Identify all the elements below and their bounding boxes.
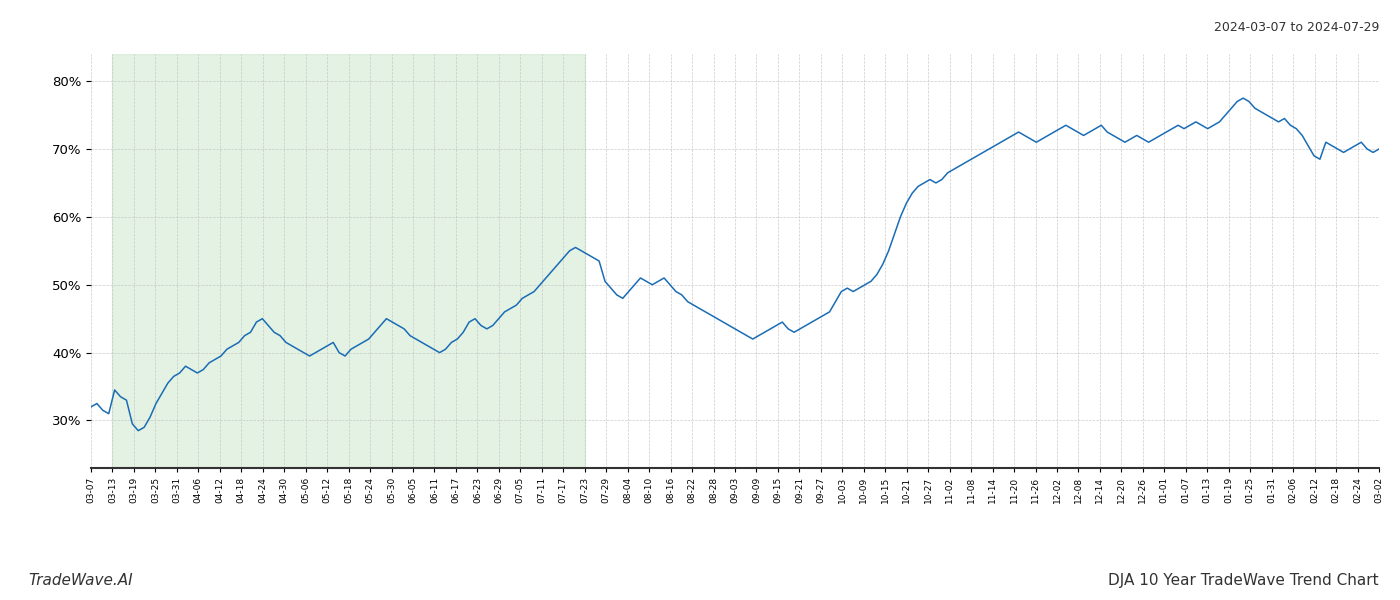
Text: DJA 10 Year TradeWave Trend Chart: DJA 10 Year TradeWave Trend Chart <box>1109 573 1379 588</box>
Text: 2024-03-07 to 2024-07-29: 2024-03-07 to 2024-07-29 <box>1214 21 1379 34</box>
Text: TradeWave.AI: TradeWave.AI <box>28 573 133 588</box>
Bar <box>112 54 585 468</box>
